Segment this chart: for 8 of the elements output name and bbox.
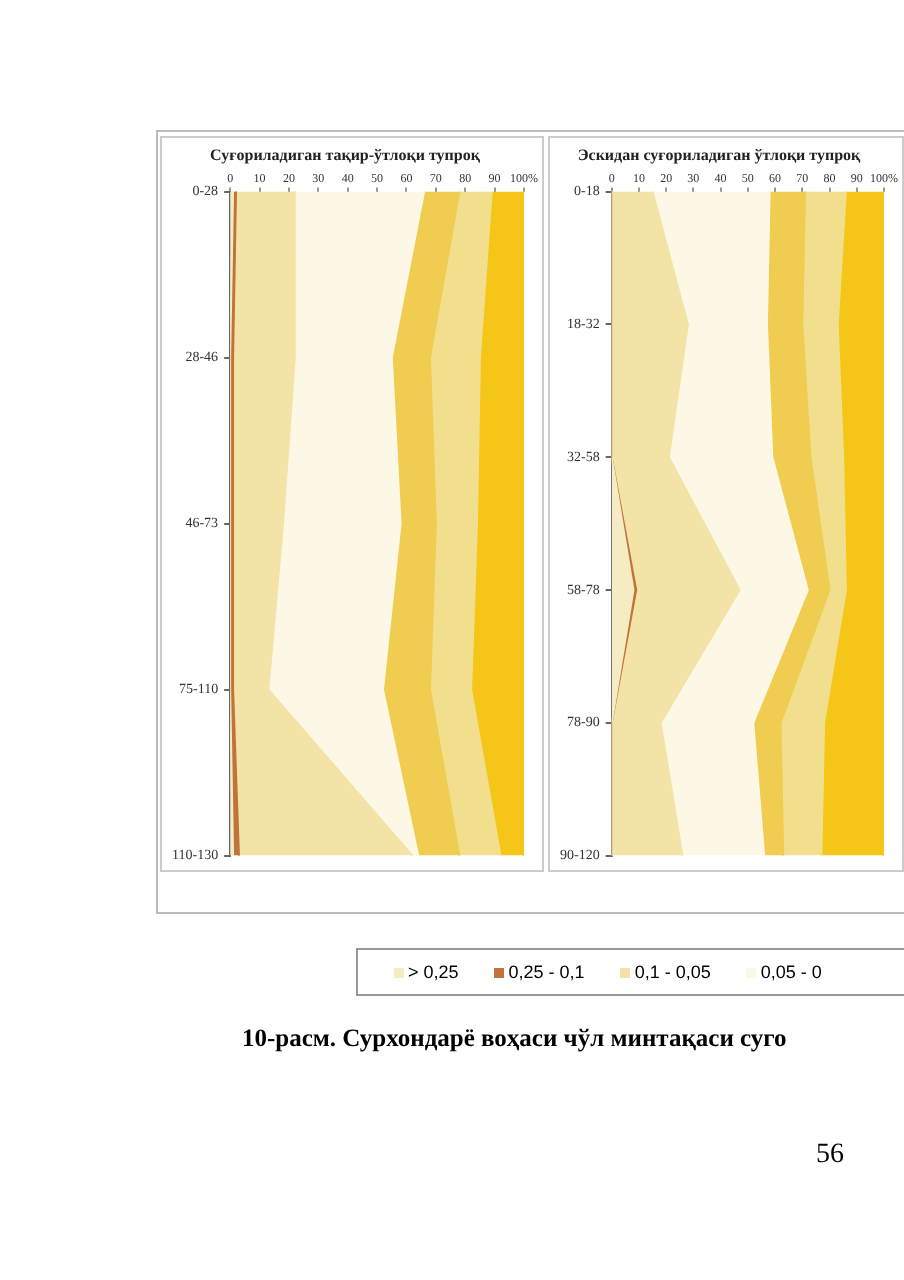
- chart-title: Эскидан суғориладиган ўтлоқи тупроқ: [577, 145, 862, 164]
- legend-label: 0,1 - 0,05: [632, 962, 711, 982]
- text: 10-расм. Сурхондарё воҳаси чўл минтақаси суго: [242, 1024, 787, 1054]
- chart-title: Суғориладиган тақир-ўтлоқи тупроқ: [210, 145, 481, 164]
- legend-label: 0,05 - 0: [758, 962, 822, 982]
- text: 56: [816, 1140, 844, 1172]
- legend-label: 0,25 - 0,1: [506, 962, 585, 982]
- legend-label: > 0,25: [406, 962, 459, 982]
